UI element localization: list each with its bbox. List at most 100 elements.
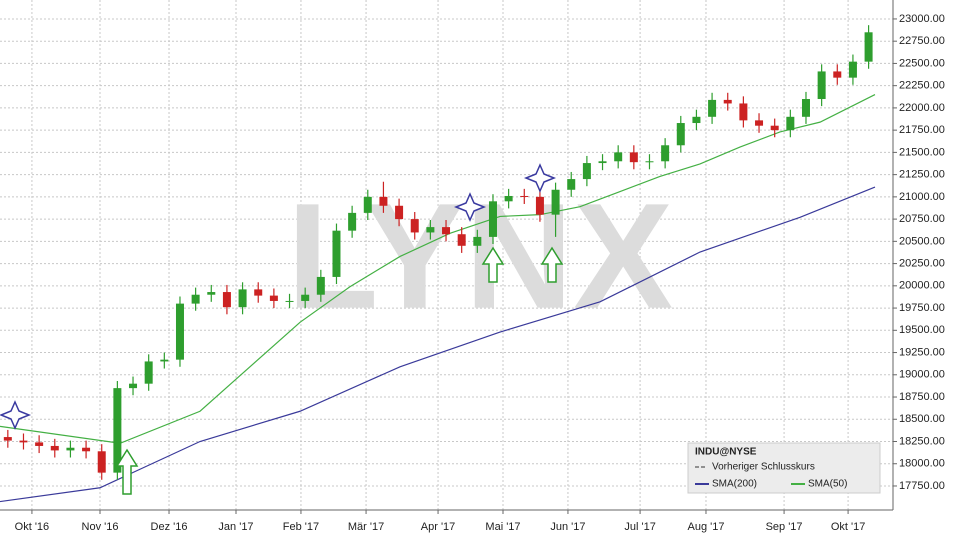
legend-series: SMA(200) SMA(50) [695, 479, 847, 490]
candle-body [129, 383, 138, 389]
candle-body [332, 230, 341, 277]
candle-body [3, 437, 12, 441]
candle-body [50, 445, 59, 451]
candle-body [614, 152, 623, 162]
star-marker [0, 400, 32, 430]
x-tick-label: Nov '16 [82, 521, 119, 533]
watermark: LYNX [287, 172, 673, 340]
candle-body [598, 161, 607, 164]
candle-body [629, 152, 638, 163]
candle-body [833, 71, 842, 78]
x-tick-label: Jun '17 [550, 521, 585, 533]
arrow-marker [540, 246, 564, 283]
x-tick-label: Sep '17 [766, 521, 803, 533]
x-tick-label: Dez '16 [151, 521, 188, 533]
y-tick-label: 18750.00 [899, 391, 945, 403]
y-tick-label: 19750.00 [899, 302, 945, 314]
candle-body [301, 294, 310, 301]
candle-body [144, 361, 153, 384]
star-marker [523, 163, 557, 193]
y-tick-label: 20750.00 [899, 213, 945, 225]
candle-body [113, 388, 122, 473]
star-marker [453, 192, 487, 222]
y-tick-label: 19250.00 [899, 346, 945, 358]
candle-body [864, 32, 873, 62]
candle-body [363, 196, 372, 213]
y-tick-label: 20000.00 [899, 280, 945, 292]
legend-label: SMA(200) [712, 479, 757, 490]
candle-body [551, 189, 560, 215]
y-tick-label: 19500.00 [899, 324, 945, 336]
legend-symbol: INDU@NYSE [695, 447, 757, 458]
y-tick-label: 18250.00 [899, 435, 945, 447]
candle-body [66, 447, 75, 451]
legend-label: Vorheriger Schlusskurs [712, 462, 815, 473]
x-tick-label: Mai '17 [485, 521, 520, 533]
candle-body [426, 227, 435, 233]
candle-body [661, 145, 670, 162]
candle-body [488, 201, 497, 237]
candle-body [316, 276, 325, 295]
candle-body [739, 103, 748, 121]
y-tick-label: 21500.00 [899, 146, 945, 158]
candle-body [723, 99, 732, 104]
candle-body [82, 447, 91, 452]
y-tick-label: 18500.00 [899, 413, 945, 425]
y-tick-label: 21750.00 [899, 124, 945, 136]
candle-body [191, 294, 200, 304]
arrow-marker [481, 246, 505, 283]
y-tick-label: 22750.00 [899, 35, 945, 47]
candle-body [348, 212, 357, 231]
candle-body [19, 440, 28, 443]
candle-body [473, 236, 482, 246]
candle-body [410, 219, 419, 233]
sma-line [0, 186, 876, 503]
y-tick-label: 19000.00 [899, 369, 945, 381]
candle-body [708, 99, 717, 117]
y-tick-label: 17750.00 [899, 480, 945, 492]
y-tick-label: 18000.00 [899, 458, 945, 470]
legend-box [687, 442, 881, 494]
candle-body [692, 116, 701, 124]
candle-body [35, 442, 44, 446]
legend-label: SMA(50) [808, 479, 847, 490]
candle-body [786, 116, 795, 131]
grid [0, 0, 893, 510]
candle-body [457, 234, 466, 246]
candle-body [238, 289, 247, 308]
x-tick-label: Aug '17 [687, 521, 724, 533]
x-tick-label: Okt '16 [15, 521, 50, 533]
x-tick-label: Jul '17 [624, 521, 655, 533]
candle-body [755, 120, 764, 126]
candle-body [379, 196, 388, 206]
y-tick-label: 23000.00 [899, 13, 945, 25]
candle-body [582, 163, 591, 180]
legend: INDU@NYSE Vorheriger Schlusskurs SMA(200… [687, 442, 881, 494]
y-tick-label: 22000.00 [899, 102, 945, 114]
y-tick-label: 21250.00 [899, 169, 945, 181]
candle-body [442, 227, 451, 235]
y-tick-label: 21000.00 [899, 191, 945, 203]
candle-body [395, 205, 404, 220]
y-tick-label: 20250.00 [899, 257, 945, 269]
y-tick-label: 20500.00 [899, 235, 945, 247]
candle-body [801, 99, 810, 117]
candle-body [770, 125, 779, 131]
x-tick-label: Okt '17 [831, 521, 866, 533]
candle-body [254, 289, 263, 296]
y-tick-label: 22500.00 [899, 57, 945, 69]
candle-body [269, 295, 278, 301]
candle-body [535, 196, 544, 215]
candle-body [520, 195, 529, 197]
arrow-marker [115, 448, 139, 495]
x-tick-label: Feb '17 [283, 521, 319, 533]
candle-body [567, 179, 576, 190]
candle-body [645, 161, 654, 163]
candle-body [817, 71, 826, 100]
candle-body [160, 359, 169, 362]
candle-body [676, 123, 685, 146]
y-tick-label: 22250.00 [899, 80, 945, 92]
candle-body [97, 451, 106, 473]
x-tick-label: Apr '17 [421, 521, 456, 533]
